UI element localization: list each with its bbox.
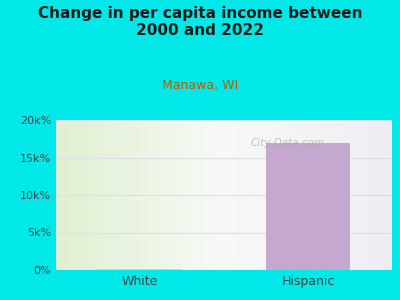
Text: Manawa, WI: Manawa, WI [162, 80, 238, 92]
Text: Change in per capita income between
2000 and 2022: Change in per capita income between 2000… [38, 6, 362, 38]
Text: City-Data.com: City-Data.com [251, 137, 325, 148]
Bar [98, 269, 182, 270]
Bar [266, 142, 350, 270]
